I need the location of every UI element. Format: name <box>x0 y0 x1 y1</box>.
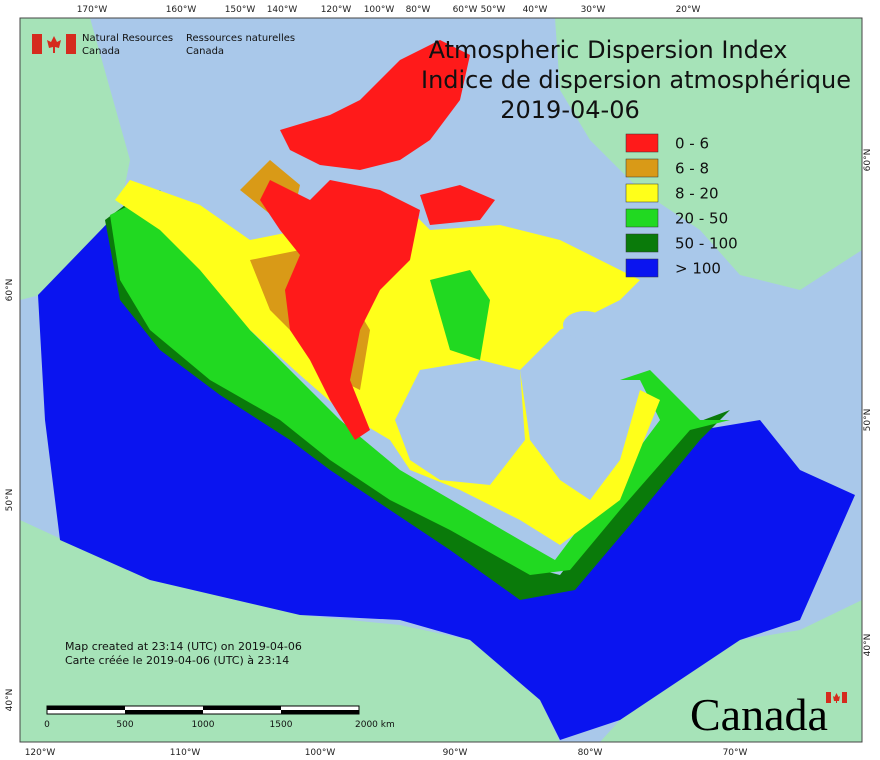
latitude-label: 60°N <box>5 279 15 302</box>
legend-label: 8 - 20 <box>675 185 719 203</box>
zone-red <box>420 185 495 225</box>
longitude-label: 140°W <box>267 5 298 15</box>
zone-blue <box>38 205 855 740</box>
longitude-label: 160°W <box>166 5 197 15</box>
legend-swatch <box>625 158 659 178</box>
flag-bar <box>32 34 42 54</box>
flag-bar <box>826 692 831 703</box>
latitude-label: 50°N <box>863 409 873 432</box>
legend: 0 - 6 6 - 8 8 - 20 20 - 50 50 - 100 > 100 <box>625 133 738 278</box>
longitude-label: 150°W <box>225 5 256 15</box>
longitude-label: 120°W <box>25 748 56 758</box>
legend-swatch <box>625 183 659 203</box>
zone-red <box>260 180 420 440</box>
legend-label: > 100 <box>675 260 721 278</box>
scale-segment <box>203 706 281 710</box>
longitude-label: 30°W <box>581 5 606 15</box>
legend-swatch <box>625 233 659 253</box>
agency-header: Natural Resources Canada Ressources natu… <box>32 33 295 57</box>
note: Carte créée le 2019-04-06 (UTC) à 23:14 <box>65 654 289 667</box>
agency-en: Canada <box>82 46 120 57</box>
scale-label: 1000 <box>192 720 215 730</box>
map-border <box>19 17 863 743</box>
legend-label: 50 - 100 <box>675 235 738 253</box>
longitude-label: 170°W <box>77 5 108 15</box>
date: 2019-04-06 <box>500 96 639 124</box>
longitude-label: 50°W <box>481 5 506 15</box>
zone-dark-green <box>105 205 730 600</box>
scale-segment <box>281 710 359 714</box>
wordmark: Canada <box>690 689 828 740</box>
map-frame <box>20 18 862 742</box>
agency-en: Natural Resources <box>82 33 173 44</box>
latitude-label: 60°N <box>863 149 873 172</box>
latitude-label: 40°N <box>5 689 15 712</box>
legend-swatch <box>625 258 659 278</box>
maple-leaf <box>833 693 840 703</box>
agency-fr: Canada <box>186 46 224 57</box>
note: Map created at 23:14 (UTC) on 2019-04-06 <box>65 640 302 653</box>
canada-wordmark: Canada <box>690 689 847 740</box>
legend-swatch <box>625 133 659 153</box>
legend-label: 20 - 50 <box>675 210 728 228</box>
longitude-label: 20°W <box>676 5 701 15</box>
water <box>563 311 607 339</box>
longitude-label: 70°W <box>723 748 748 758</box>
zone-red <box>280 40 470 170</box>
scale-bar: 0 500 1000 1500 2000 km <box>44 705 395 730</box>
latitude-label: 50°N <box>5 489 15 512</box>
scale-label: 2000 km <box>355 720 395 730</box>
scale-label: 0 <box>44 720 50 730</box>
agency-fr: Ressources naturelles <box>186 33 295 44</box>
longitude-label: 100°W <box>364 5 395 15</box>
scale-label: 1500 <box>270 720 293 730</box>
title: Atmospheric Dispersion Index <box>429 36 788 64</box>
longitude-label: 80°W <box>578 748 603 758</box>
zone-yellow <box>115 180 660 545</box>
hudson-bay <box>395 360 525 485</box>
land-usa-east <box>600 600 862 742</box>
zone-green <box>430 270 490 360</box>
title: Indice de dispersion atmosphérique <box>421 66 851 94</box>
latitude-label: 40°N <box>863 634 873 657</box>
legend-label: 0 - 6 <box>675 135 709 153</box>
land-alaska <box>20 18 130 300</box>
legend-swatch <box>625 208 659 228</box>
land-usa <box>20 520 560 742</box>
scale-label: 500 <box>116 720 133 730</box>
longitude-label: 90°W <box>443 748 468 758</box>
land-greenland <box>555 18 862 290</box>
scale-segment <box>47 706 125 710</box>
scale-segment <box>125 710 203 714</box>
longitude-label: 120°W <box>321 5 352 15</box>
longitude-label: 100°W <box>305 748 336 758</box>
longitude-label: 110°W <box>170 748 201 758</box>
maple-leaf <box>47 36 61 53</box>
flag-bar <box>66 34 76 54</box>
longitude-label: 60°W <box>453 5 478 15</box>
legend-label: 6 - 8 <box>675 160 709 178</box>
flag-bar <box>842 692 847 703</box>
longitude-label: 40°W <box>523 5 548 15</box>
graticule-labels: 170°W 160°W 150°W 140°W 120°W 100°W 80°W 60°W 50… <box>5 5 873 758</box>
longitude-label: 80°W <box>406 5 431 15</box>
